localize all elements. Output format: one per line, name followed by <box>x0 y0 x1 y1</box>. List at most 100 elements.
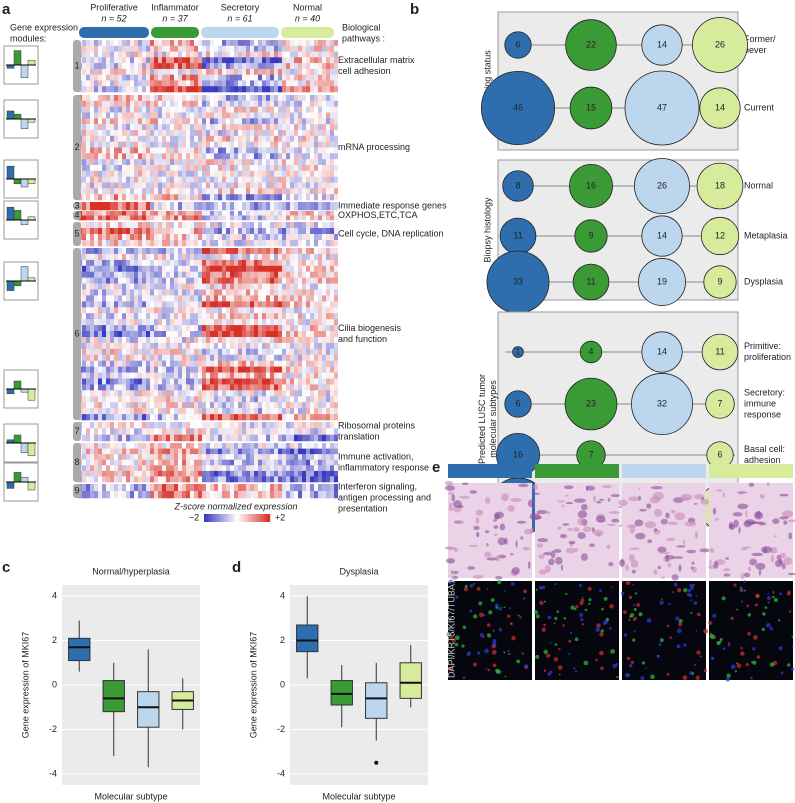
heatmap-cell <box>86 107 90 113</box>
heatmap-cell <box>210 290 214 296</box>
heatmap-cell <box>90 202 94 210</box>
heatmap-cell <box>294 449 298 455</box>
heatmap-cell <box>106 307 110 313</box>
heatmap-cell <box>266 422 270 429</box>
heatmap-cell <box>274 408 278 414</box>
heatmap-cell <box>126 234 130 240</box>
heatmap-cell <box>318 361 322 367</box>
heatmap-cell <box>82 234 86 240</box>
heatmap-cell <box>98 202 102 210</box>
heatmap-cell <box>142 408 146 414</box>
heatmap-cell <box>146 449 150 455</box>
heatmap-cell <box>194 465 198 471</box>
heatmap-cell <box>322 428 326 435</box>
heatmap-cell <box>314 142 318 148</box>
heatmap-cell <box>150 390 154 396</box>
heatmap-cell <box>122 355 126 361</box>
heatmap-cell <box>138 465 142 471</box>
heatmap-cell <box>290 319 294 325</box>
heatmap-cell <box>262 343 266 349</box>
heatmap-cell <box>202 454 206 460</box>
heatmap-cell <box>82 465 86 471</box>
heatmap-cell <box>170 278 174 284</box>
heatmap-cell <box>94 465 98 471</box>
heatmap-cell <box>286 443 290 449</box>
heatmap-cell <box>94 130 98 136</box>
heatmap-cell <box>138 165 142 171</box>
heatmap-cell <box>274 159 278 165</box>
heatmap-cell <box>274 165 278 171</box>
heatmap-cell <box>82 491 86 498</box>
heatmap-cell <box>90 165 94 171</box>
heatmap-cell <box>210 484 214 491</box>
heatmap-cell <box>110 118 114 124</box>
heatmap-cell <box>118 86 122 92</box>
heatmap-cell <box>330 422 334 429</box>
heatmap-cell <box>106 390 110 396</box>
heatmap-cell <box>106 491 110 498</box>
heatmap-cell <box>166 272 170 278</box>
heatmap-cell <box>122 234 126 240</box>
heatmap-cell <box>198 188 202 194</box>
heatmap-cell <box>262 373 266 379</box>
heatmap-cell <box>266 471 270 477</box>
heatmap-cell <box>202 390 206 396</box>
heatmap-cell <box>162 63 166 69</box>
heatmap-cell <box>142 422 146 429</box>
heatmap-cell <box>142 188 146 194</box>
heatmap-cell <box>90 211 94 216</box>
heatmap-cell <box>110 301 114 307</box>
heatmap-cell <box>174 101 178 107</box>
heatmap-cell <box>286 240 290 246</box>
heatmap-cell <box>230 449 234 455</box>
heatmap-cell <box>282 396 286 402</box>
heatmap-cell <box>314 367 318 373</box>
heatmap-cell <box>270 75 274 81</box>
heatmap-cell <box>122 254 126 260</box>
heatmap-cell <box>158 301 162 307</box>
heatmap-cell <box>290 414 294 420</box>
heatmap-cell <box>106 460 110 466</box>
heatmap-cell <box>194 86 198 92</box>
heatmap-cell <box>186 136 190 142</box>
heatmap-cell <box>130 69 134 75</box>
heatmap-cell <box>102 272 106 278</box>
heatmap-cell <box>162 234 166 240</box>
heatmap-cell <box>202 266 206 272</box>
heatmap-cell <box>222 228 226 234</box>
heatmap-cell <box>110 460 114 466</box>
heatmap-cell <box>282 52 286 58</box>
heatmap-cell <box>170 319 174 325</box>
heatmap-cell <box>150 484 154 491</box>
heatmap-cell <box>86 379 90 385</box>
heatmap-cell <box>238 402 242 408</box>
heatmap-cell <box>278 443 282 449</box>
pathway-label: presentation <box>338 503 388 513</box>
heatmap-cell <box>142 476 146 482</box>
heatmap-cell <box>266 153 270 159</box>
heatmap-cell <box>198 211 202 216</box>
heatmap-cell <box>202 124 206 130</box>
heatmap-cell <box>294 177 298 183</box>
heatmap-cell <box>166 471 170 477</box>
heatmap-cell <box>266 373 270 379</box>
heatmap-cell <box>250 46 254 52</box>
heatmap-cell <box>154 211 158 216</box>
colorbar-cell <box>216 514 218 522</box>
heatmap-cell <box>98 183 102 189</box>
heatmap-cell <box>146 248 150 254</box>
heatmap-cell <box>326 80 330 86</box>
heatmap-cell <box>294 222 298 228</box>
heatmap-cell <box>138 254 142 260</box>
heatmap-cell <box>174 118 178 124</box>
heatmap-cell <box>246 272 250 278</box>
heatmap-cell <box>326 454 330 460</box>
heatmap-cell <box>146 476 150 482</box>
heatmap-cell <box>118 153 122 159</box>
heatmap-cell <box>290 148 294 154</box>
heatmap-cell <box>154 165 158 171</box>
heatmap-cell <box>138 202 142 210</box>
heatmap-cell <box>330 86 334 92</box>
heatmap-cell <box>110 373 114 379</box>
heatmap-cell <box>326 234 330 240</box>
